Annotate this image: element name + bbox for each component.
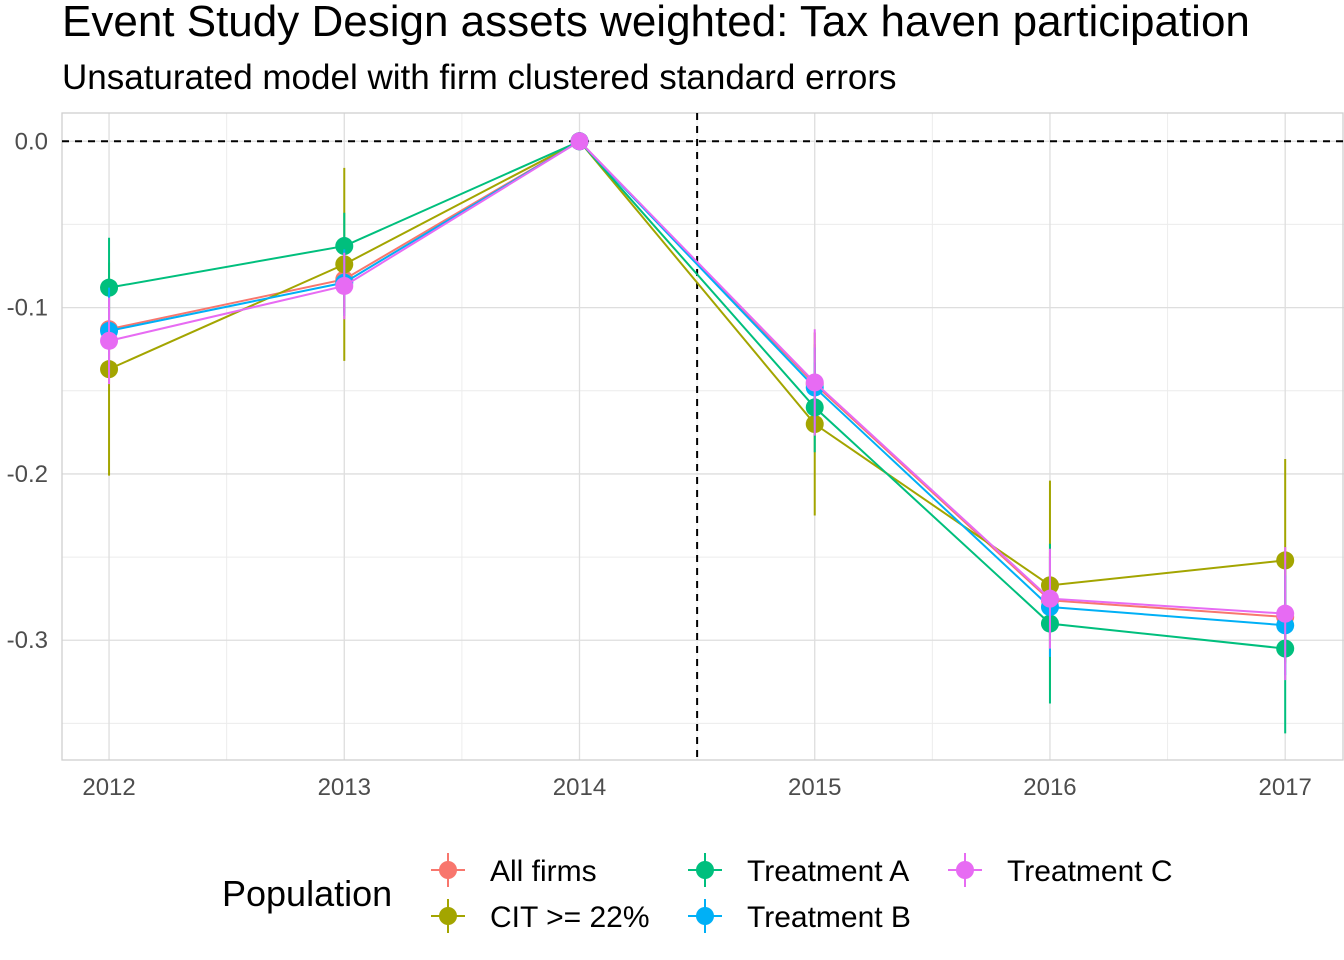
legend-label: Treatment A [747,855,909,888]
y-tick-label: -0.1 [7,295,48,322]
x-tick-label: 2017 [1258,774,1311,801]
x-tick-label: 2016 [1023,774,1076,801]
data-point [335,237,354,256]
panel-border [61,112,1344,761]
data-point [570,132,589,151]
reference-lines [62,113,1344,760]
grid-lines [61,112,1344,761]
chart-title: Event Study Design assets weighted: Tax … [62,0,1250,46]
series-line [108,140,1286,587]
legend-key-point [696,861,714,879]
legend: Population All firms CIT >= 22% Treatment A… [222,853,1173,934]
legend-key-point [696,907,714,925]
y-tick-label: -0.3 [7,627,48,654]
legend-item: Treatment A [688,853,909,888]
y-tick-label: -0.2 [7,461,48,488]
series-layer [100,132,1295,734]
data-point [805,373,824,392]
data-point [335,276,354,295]
data-point [100,331,119,350]
series-line [108,140,1286,615]
chart-subtitle: Unsaturated model with firm clustered st… [62,58,897,97]
legend-key-point [439,907,457,925]
legend-title: Population [222,873,392,914]
x-tick-label: 2013 [318,774,371,801]
axes: 0.0 -0.1 -0.2 -0.3 2012 2013 2014 2015 2016 2017 [7,128,1312,801]
legend-key-point [439,861,457,879]
data-point [1040,589,1059,608]
x-tick-label: 2015 [788,774,841,801]
x-tick-label: 2014 [553,774,606,801]
series-line [108,140,1286,650]
legend-label: All firms [490,855,597,888]
legend-item: All firms [431,853,597,888]
legend-item: CIT >= 22% [431,899,650,934]
x-tick-label: 2012 [82,774,135,801]
legend-label: Treatment C [1007,855,1173,888]
legend-label: CIT >= 22% [490,901,650,934]
series-treatment-c [100,132,1295,681]
legend-key-point [956,861,974,879]
series-line [108,140,1286,627]
legend-label: Treatment B [747,901,911,934]
data-point [1276,604,1295,623]
legend-item: Treatment C [948,853,1173,888]
legend-item: Treatment B [688,899,911,934]
y-tick-label: 0.0 [15,128,48,155]
